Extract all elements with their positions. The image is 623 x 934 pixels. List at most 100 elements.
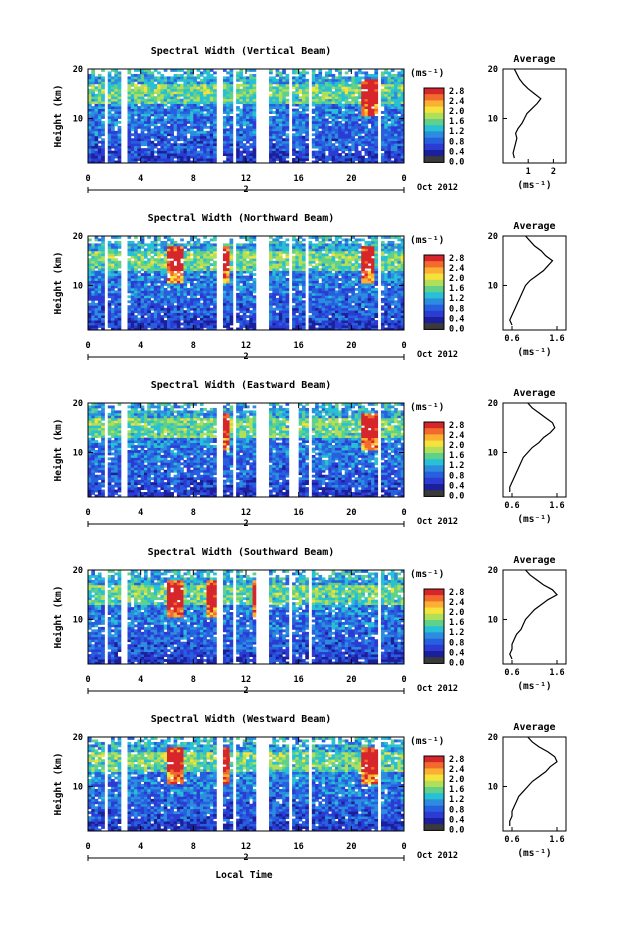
heatmap-cell bbox=[190, 266, 194, 269]
heatmap-cell bbox=[223, 89, 227, 92]
heatmap-cell bbox=[151, 133, 155, 136]
heatmap-cell bbox=[243, 300, 247, 303]
heatmap-cell bbox=[193, 246, 197, 249]
heatmap-cell bbox=[279, 246, 283, 249]
heatmap-cell bbox=[98, 288, 102, 291]
heatmap-cell bbox=[249, 136, 253, 139]
heatmap-cell bbox=[315, 141, 319, 144]
heatmap-cell bbox=[213, 318, 217, 321]
heatmap-cell bbox=[114, 266, 118, 269]
heatmap-cell bbox=[213, 246, 217, 249]
heatmap-cell bbox=[279, 248, 283, 251]
heatmap-cell bbox=[203, 251, 207, 254]
heatmap-cell bbox=[394, 81, 398, 84]
heatmap-cell bbox=[111, 158, 115, 161]
heatmap-cell bbox=[299, 89, 303, 92]
heatmap-cell bbox=[177, 76, 181, 79]
heatmap-cell bbox=[91, 143, 95, 146]
heatmap-cell bbox=[226, 305, 230, 308]
heatmap-cell bbox=[276, 303, 280, 306]
heatmap-cell bbox=[91, 151, 95, 154]
heatmap-cell bbox=[111, 243, 115, 246]
heatmap-cell bbox=[118, 243, 122, 246]
heatmap-cell bbox=[197, 121, 201, 124]
heatmap-cell bbox=[394, 114, 398, 117]
heatmap-cell bbox=[322, 123, 326, 126]
heatmap-cell bbox=[348, 104, 352, 107]
heatmap-cell bbox=[276, 320, 280, 323]
heatmap-cell bbox=[358, 116, 362, 119]
heatmap-cell bbox=[282, 273, 286, 276]
heatmap-cell bbox=[183, 320, 187, 323]
heatmap-cell bbox=[183, 91, 187, 94]
heatmap-cell bbox=[223, 146, 227, 149]
heatmap-cell bbox=[305, 118, 309, 121]
heatmap-cell bbox=[160, 136, 164, 139]
heatmap-cell bbox=[299, 276, 303, 279]
heatmap-cell bbox=[286, 106, 290, 109]
heatmap-cell bbox=[276, 325, 280, 328]
heatmap-cell bbox=[88, 74, 92, 77]
heatmap-cell bbox=[131, 153, 135, 156]
heatmap-cell bbox=[207, 261, 211, 264]
heatmap-cell bbox=[365, 109, 369, 112]
heatmap-cell bbox=[88, 106, 92, 109]
heatmap-cell bbox=[108, 258, 112, 261]
heatmap-cell bbox=[315, 273, 319, 276]
heatmap-cell bbox=[193, 146, 197, 149]
heatmap-cell bbox=[128, 71, 132, 74]
heatmap-cell bbox=[292, 126, 296, 129]
heatmap-cell bbox=[154, 303, 158, 306]
heatmap-cell bbox=[299, 258, 303, 261]
heatmap-cell bbox=[226, 111, 230, 114]
heatmap-cell bbox=[230, 136, 234, 139]
heatmap-cell bbox=[108, 271, 112, 274]
heatmap-cell bbox=[183, 141, 187, 144]
heatmap-cell bbox=[151, 243, 155, 246]
heatmap-cell bbox=[147, 325, 151, 328]
heatmap-cell bbox=[279, 94, 283, 97]
heatmap-cell bbox=[91, 91, 95, 94]
heatmap-cell bbox=[91, 94, 95, 97]
heatmap-cell bbox=[95, 114, 99, 117]
heatmap-cell bbox=[335, 84, 339, 87]
heatmap-cell bbox=[101, 146, 105, 149]
heatmap-cell bbox=[88, 243, 92, 246]
heatmap-cell bbox=[355, 116, 359, 119]
heatmap-cell bbox=[177, 293, 181, 296]
heatmap-cell bbox=[118, 89, 122, 92]
colorbar-segment bbox=[424, 156, 444, 163]
heatmap-cell bbox=[276, 293, 280, 296]
heatmap-cell bbox=[295, 256, 299, 259]
heatmap-cell bbox=[246, 89, 250, 92]
heatmap-cell bbox=[328, 128, 332, 131]
heatmap-cell bbox=[141, 74, 145, 77]
heatmap-cell bbox=[203, 318, 207, 321]
heatmap-cell bbox=[213, 276, 217, 279]
heatmap-cell bbox=[190, 111, 194, 114]
heatmap-cell bbox=[269, 281, 273, 284]
heatmap-cell bbox=[131, 288, 135, 291]
heatmap-cell bbox=[118, 91, 122, 94]
heatmap-cell bbox=[239, 246, 243, 249]
heatmap-cell bbox=[292, 99, 296, 102]
heatmap-cell bbox=[318, 143, 322, 146]
heatmap-cell bbox=[118, 111, 122, 114]
heatmap-cell bbox=[272, 300, 276, 303]
heatmap-cell bbox=[147, 323, 151, 326]
heatmap-cell bbox=[157, 251, 161, 254]
heatmap-cell bbox=[154, 101, 158, 104]
heatmap-cell bbox=[193, 104, 197, 107]
heatmap-cell bbox=[315, 283, 319, 286]
heatmap-cell bbox=[193, 118, 197, 121]
heatmap-cell bbox=[365, 116, 369, 119]
heatmap-cell bbox=[358, 76, 362, 79]
heatmap-cell bbox=[355, 123, 359, 126]
heatmap-cell bbox=[203, 136, 207, 139]
heatmap-cell bbox=[246, 94, 250, 97]
heatmap-cell bbox=[279, 89, 283, 92]
heatmap-cell bbox=[157, 128, 161, 131]
heatmap-cell bbox=[315, 246, 319, 249]
heatmap-cell bbox=[167, 266, 171, 269]
heatmap-cell bbox=[282, 148, 286, 151]
